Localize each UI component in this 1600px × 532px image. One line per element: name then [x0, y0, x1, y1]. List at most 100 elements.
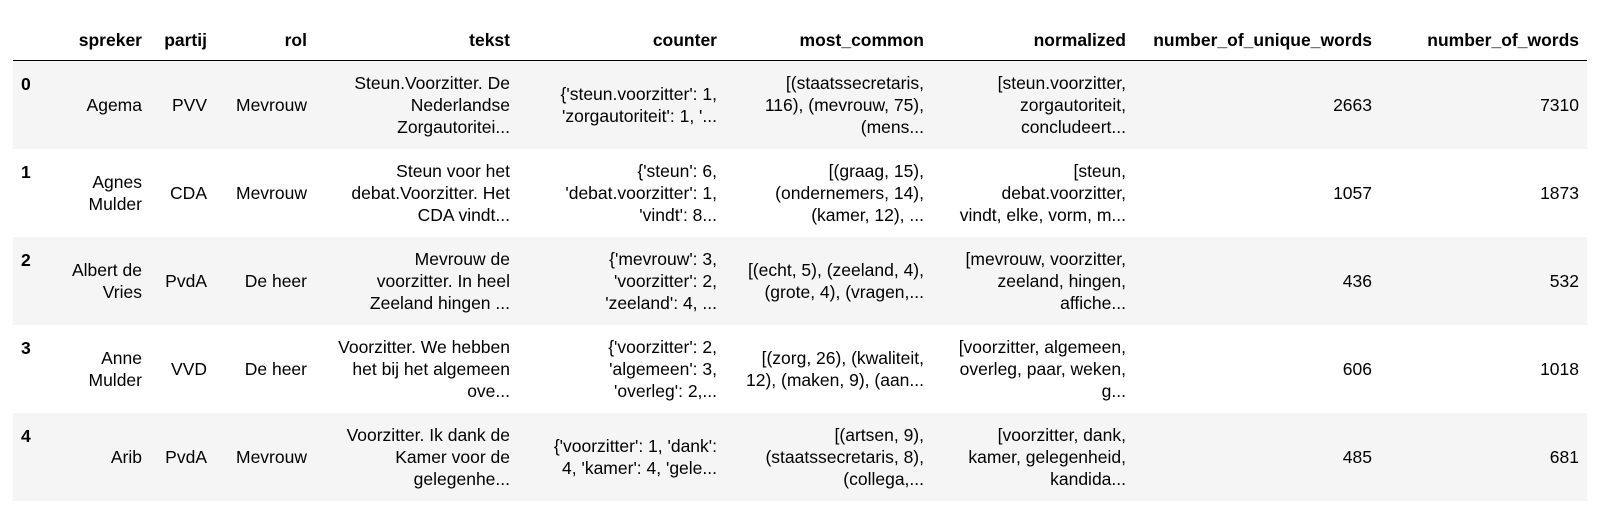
- cell-line: Mulder: [88, 370, 143, 390]
- cell-spreker: Agema: [41, 61, 150, 150]
- cell-partij: PvdA: [165, 271, 207, 291]
- cell-line: 'algemeen': 3,: [609, 359, 717, 379]
- cell-line: [(artsen, 9),: [834, 425, 924, 445]
- cell-number-of-unique-words: 606: [1342, 359, 1372, 379]
- cell-line: debat.voorzitter,: [1001, 183, 1126, 203]
- cell-line: CDA vindt...: [417, 205, 510, 225]
- cell-line: [(echt, 5), (zeeland, 4),: [747, 260, 924, 280]
- table-row: 0 Agema PVV Mevrouw Steun.Voorzitter. De Nede…: [13, 60, 1587, 150]
- cell-line: [(zorg, 26), (kwaliteit,: [761, 348, 924, 368]
- cell-tekst: Steun.Voorzitter. De Nederlandse Zorgautor…: [315, 61, 518, 150]
- cell-line: zorgautoriteit,: [1019, 95, 1126, 115]
- cell-line: Vries: [102, 282, 142, 302]
- column-header-index: [13, 20, 41, 61]
- row-index: 1: [21, 162, 31, 182]
- cell-line: het bij het algemeen: [352, 359, 510, 379]
- cell-line: overleg, paar, weken,: [959, 359, 1126, 379]
- cell-line: kandida...: [1050, 469, 1126, 489]
- table-row: 3 Anne Mulder VVD De heer Voorzitter. We hebb…: [13, 325, 1587, 413]
- cell-line: (collega,...: [843, 469, 924, 489]
- cell-line: 'voorzitter': 2,: [614, 271, 717, 291]
- cell-line: ove...: [467, 381, 510, 401]
- cell-line: [(graag, 15),: [828, 161, 924, 181]
- cell-number-of-words: 7310: [1540, 95, 1579, 115]
- cell-spreker: Albert de Vries: [41, 237, 150, 325]
- cell-line: gelegenhe...: [413, 469, 510, 489]
- cell-rol: Mevrouw: [236, 447, 307, 467]
- cell-line: zeeland, hingen,: [997, 271, 1126, 291]
- column-header-spreker: spreker: [41, 20, 150, 61]
- cell-line: g...: [1101, 381, 1126, 401]
- cell-normalized: [steun, debat.voorzitter, vindt, elke, vor…: [932, 149, 1134, 237]
- row-index: 3: [21, 338, 31, 358]
- cell-rol: De heer: [244, 359, 307, 379]
- cell-line: affiche...: [1060, 293, 1126, 313]
- cell-partij: PVV: [171, 95, 207, 115]
- cell-number-of-words: 1873: [1540, 183, 1579, 203]
- table-row: 2 Albert de Vries PvdA De heer Mevrouw de voor…: [13, 237, 1587, 325]
- column-header-counter: counter: [518, 20, 725, 61]
- cell-number-of-words: 532: [1549, 271, 1579, 291]
- cell-most-common: [(echt, 5), (zeeland, 4), (grote, 4), (vr…: [725, 237, 932, 325]
- column-header-number-of-words: number_of_words: [1380, 20, 1587, 61]
- cell-most-common: [(staatssecretaris, 116), (mevrouw, 75),(…: [725, 61, 932, 150]
- cell-line: Zeeland hingen ...: [369, 293, 510, 313]
- cell-line: 'vindt': 8...: [639, 205, 717, 225]
- column-header-rol: rol: [215, 20, 315, 61]
- cell-line: (ondernemers, 14),: [775, 183, 924, 203]
- cell-number-of-unique-words: 485: [1342, 447, 1372, 467]
- cell-line: Voorzitter. Ik dank de: [346, 425, 510, 445]
- cell-normalized: [mevrouw, voorzitter, zeeland, hingen, aff…: [932, 237, 1134, 325]
- cell-line: (staatssecretaris, 8),: [765, 447, 924, 467]
- cell-line: Agema: [86, 95, 142, 115]
- cell-rol: Mevrouw: [236, 95, 307, 115]
- cell-number-of-unique-words: 2663: [1333, 95, 1372, 115]
- cell-line: [voorzitter, dank,: [997, 425, 1126, 445]
- dataframe-table: spreker partij rol tekst counter most_co…: [13, 20, 1587, 501]
- column-header-normalized: normalized: [932, 20, 1134, 61]
- cell-line: Arib: [110, 447, 142, 467]
- cell-normalized: [voorzitter, algemeen, overleg, paar, wek…: [932, 325, 1134, 413]
- cell-line: voorzitter. In heel: [376, 271, 510, 291]
- table-row: 1 Agnes Mulder CDA Mevrouw Steun voor het deba…: [13, 149, 1587, 237]
- cell-rol: Mevrouw: [236, 183, 307, 203]
- row-index: 0: [21, 74, 31, 94]
- table-row: 4 Arib PvdA Mevrouw Voorzitter. Ik dank de Ka…: [13, 413, 1587, 501]
- cell-line: Agnes: [92, 172, 142, 192]
- table-body: 0 Agema PVV Mevrouw Steun.Voorzitter. De Nede…: [13, 60, 1587, 501]
- cell-line: [(staatssecretaris,: [785, 73, 924, 93]
- cell-line: 'overleg': 2,...: [614, 381, 717, 401]
- cell-tekst: Voorzitter. We hebben het bij het algemee…: [315, 325, 518, 413]
- header-row: spreker partij rol tekst counter most_co…: [13, 20, 1587, 61]
- cell-line: Anne: [101, 348, 142, 368]
- cell-line: Albert de: [71, 260, 142, 280]
- cell-line: {'mevrouw': 3,: [609, 249, 717, 269]
- cell-line: Kamer voor de: [395, 447, 510, 467]
- cell-tekst: Voorzitter. Ik dank de Kamer voor de geleg…: [315, 413, 518, 501]
- cell-counter: {'voorzitter': 1, 'dank': 4, 'kamer': 4, …: [518, 413, 725, 501]
- row-index: 4: [21, 426, 31, 446]
- dataframe-output: spreker partij rol tekst counter most_co…: [13, 20, 1587, 501]
- cell-counter: {'steun.voorzitter': 1,'zorgautoriteit':…: [518, 61, 725, 150]
- cell-tekst: Steun voor het debat.Voorzitter. Het CDA v…: [315, 149, 518, 237]
- cell-line: (kamer, 12), ...: [811, 205, 924, 225]
- column-header-number-of-unique-words: number_of_unique_words: [1134, 20, 1380, 61]
- cell-line: Mulder: [88, 194, 143, 214]
- cell-line: [voorzitter, algemeen,: [958, 337, 1126, 357]
- cell-line: 'zorgautoriteit': 1, '...: [562, 106, 717, 126]
- column-header-partij: partij: [150, 20, 215, 61]
- cell-line: 4, 'kamer': 4, 'gele...: [562, 458, 717, 478]
- cell-rol: De heer: [244, 271, 307, 291]
- cell-line: Steun.Voorzitter. De: [354, 73, 510, 93]
- column-header-most-common: most_common: [725, 20, 932, 61]
- cell-spreker: Arib: [41, 413, 150, 501]
- column-header-tekst: tekst: [315, 20, 518, 61]
- cell-line: {'voorzitter': 1, 'dank':: [553, 436, 717, 456]
- cell-most-common: [(artsen, 9), (staatssecretaris, 8), (coll…: [725, 413, 932, 501]
- cell-line: 116), (mevrouw, 75),: [764, 95, 924, 115]
- cell-partij: VVD: [171, 359, 207, 379]
- cell-line: kamer, gelegenheid,: [968, 447, 1126, 467]
- cell-line: (mens...: [860, 117, 924, 137]
- cell-number-of-words: 1018: [1540, 359, 1579, 379]
- cell-line: Mevrouw de: [414, 249, 510, 269]
